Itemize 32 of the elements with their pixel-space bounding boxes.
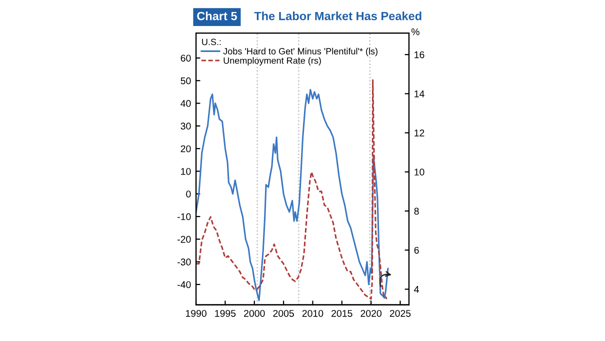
y2-tick-label: 8 bbox=[414, 208, 419, 215]
y2-tick-label: 6 bbox=[414, 246, 419, 254]
y2-tick-label: 4 bbox=[414, 286, 419, 293]
y2-tick-label: 16 bbox=[414, 51, 424, 58]
x-tick-label: 2020 bbox=[360, 310, 382, 317]
y2-axis-title: % bbox=[411, 28, 420, 36]
chart-title: The Labor Market Has Peaked bbox=[254, 12, 422, 20]
y2-tick-label: 14 bbox=[414, 90, 424, 98]
y2-tick-label: 10 bbox=[414, 168, 424, 176]
y-tick-label: -40 bbox=[178, 281, 191, 288]
y-tick-label: -20 bbox=[178, 236, 191, 243]
y-tick-label: 10 bbox=[181, 168, 191, 175]
legend-label: Jobs 'Hard to Get' Minus 'Plentiful'* (ls) bbox=[223, 48, 378, 56]
y-tick-label: 0 bbox=[186, 190, 191, 198]
x-tick-label: 2015 bbox=[332, 310, 352, 317]
y-tick-label: 20 bbox=[180, 145, 191, 152]
x-tick-label: 2000 bbox=[244, 310, 265, 317]
x-tick-label: 1995 bbox=[215, 310, 236, 317]
x-tick-label: 2025 bbox=[390, 310, 411, 317]
x-tick-label: 1990 bbox=[186, 310, 206, 317]
y-tick-label: 30 bbox=[180, 122, 191, 130]
y-tick-label: -10 bbox=[178, 213, 191, 220]
x-tick-label: 2005 bbox=[273, 310, 294, 317]
y-tick-label: 60 bbox=[180, 54, 191, 62]
caption: Chart 5 bbox=[197, 12, 237, 20]
y2-tick-label: 12 bbox=[414, 130, 424, 136]
y-tick-label: -30 bbox=[178, 258, 191, 266]
y-tick-label: 40 bbox=[180, 100, 191, 107]
x-tick-label: 2010 bbox=[302, 310, 324, 317]
legend-label: Unemployment Rate (rs) bbox=[224, 57, 321, 66]
y-tick-label: 50 bbox=[180, 77, 191, 84]
legend-title: U.S.: bbox=[202, 38, 221, 46]
